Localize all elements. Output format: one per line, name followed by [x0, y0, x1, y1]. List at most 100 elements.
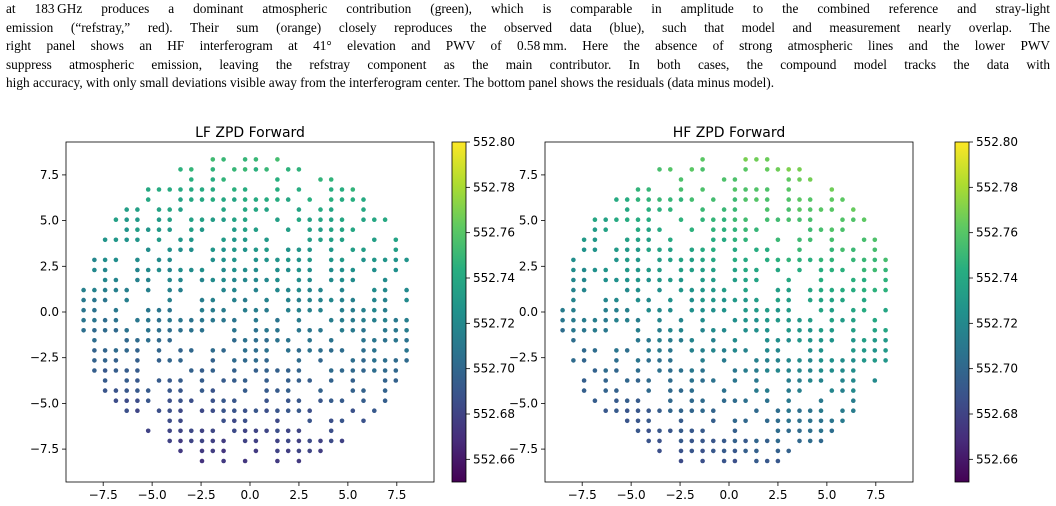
data-point	[646, 388, 651, 393]
data-point	[840, 217, 845, 222]
data-point	[797, 237, 802, 243]
data-point	[275, 368, 280, 373]
data-point	[818, 267, 824, 273]
data-point	[372, 237, 377, 243]
data-point	[285, 257, 291, 263]
colorbar-tick-label: 552.72	[976, 316, 1018, 330]
data-point	[253, 157, 259, 162]
data-point	[689, 297, 695, 303]
data-point	[113, 348, 119, 353]
data-point	[156, 348, 162, 353]
data-point	[883, 338, 888, 343]
data-point	[264, 257, 269, 263]
chart-title: HF ZPD Forward	[673, 125, 786, 141]
data-point	[807, 217, 813, 222]
data-point	[350, 358, 356, 363]
data-point	[296, 267, 302, 273]
data-point	[678, 197, 684, 202]
data-point	[178, 408, 183, 414]
data-point	[668, 277, 673, 283]
data-point	[296, 287, 302, 293]
data-point	[700, 368, 705, 373]
data-point	[721, 388, 727, 393]
data-point	[145, 428, 151, 434]
data-point	[102, 287, 108, 293]
data-point	[242, 297, 248, 303]
data-point	[851, 388, 856, 393]
data-point	[167, 388, 172, 393]
data-point	[318, 287, 323, 293]
data-point	[581, 317, 587, 323]
data-point	[872, 247, 878, 253]
data-point	[603, 368, 608, 373]
data-point	[145, 277, 151, 283]
data-point	[167, 338, 172, 343]
data-point	[124, 408, 129, 414]
data-point	[571, 267, 576, 273]
data-point	[743, 307, 748, 313]
data-point	[113, 358, 119, 363]
data-point	[743, 328, 748, 333]
data-point	[242, 378, 248, 383]
data-point	[754, 157, 759, 162]
data-point	[167, 418, 172, 424]
data-point	[167, 358, 172, 363]
data-point	[382, 277, 388, 283]
data-point	[764, 358, 770, 363]
data-point	[711, 257, 716, 263]
data-point	[711, 328, 716, 333]
data-point	[361, 317, 366, 323]
data-point	[135, 277, 140, 283]
data-point	[210, 408, 216, 414]
data-point	[242, 237, 248, 243]
scatter-panel: HF ZPD Forward −7.5 −5.0 −2.5 0.0 2.5 5.0 7.5 7.…	[509, 125, 1018, 502]
data-point	[797, 197, 802, 202]
data-point	[189, 227, 194, 232]
data-point	[861, 297, 867, 303]
data-point	[614, 358, 619, 363]
data-point	[307, 418, 313, 424]
data-point	[840, 287, 845, 293]
data-point	[764, 388, 770, 393]
data-point	[199, 368, 205, 373]
data-point	[851, 368, 856, 373]
data-point	[646, 237, 651, 243]
data-point	[840, 388, 845, 393]
data-point	[807, 378, 813, 383]
data-point	[124, 207, 129, 212]
data-point	[232, 297, 237, 303]
data-point	[700, 307, 705, 313]
data-point	[840, 267, 845, 273]
data-point	[840, 297, 845, 303]
y-tick-label: −2.5	[30, 351, 59, 365]
data-point	[221, 217, 226, 222]
data-point	[754, 307, 759, 313]
data-point	[296, 438, 302, 444]
axes-frame	[544, 141, 914, 483]
data-point	[199, 428, 205, 434]
data-point	[668, 378, 673, 383]
data-point	[635, 428, 641, 434]
data-point	[242, 358, 248, 363]
data-point	[253, 267, 259, 273]
data-point	[786, 408, 791, 414]
data-point	[361, 348, 366, 353]
data-point	[253, 338, 259, 343]
data-point	[678, 338, 684, 343]
data-point	[689, 438, 695, 444]
data-point	[221, 247, 226, 253]
data-point	[135, 388, 140, 393]
data-point	[221, 408, 226, 414]
data-point	[786, 428, 791, 434]
data-point	[721, 458, 727, 464]
data-point	[711, 227, 716, 232]
data-point	[361, 307, 366, 313]
data-point	[253, 287, 259, 293]
data-point	[242, 438, 248, 444]
data-point	[657, 338, 662, 343]
data-point	[646, 217, 651, 222]
colorbar-tick-label: 552.74	[976, 271, 1018, 285]
data-point	[328, 398, 334, 404]
data-point	[700, 398, 705, 404]
data-point	[764, 207, 770, 212]
